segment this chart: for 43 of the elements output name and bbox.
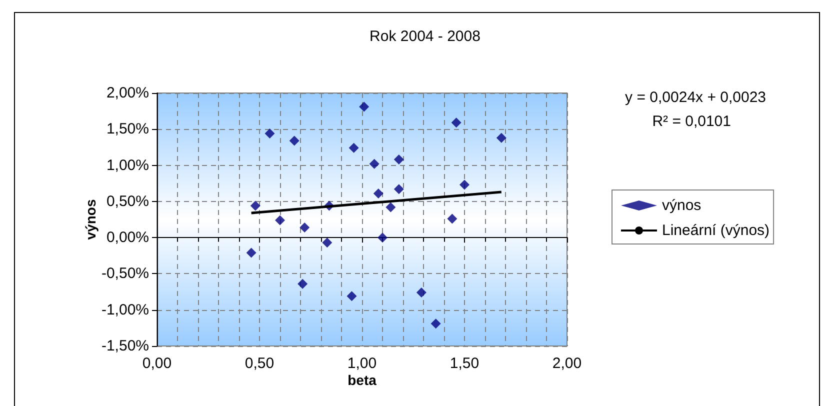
point (300, 222, 310, 232)
point (348, 142, 359, 153)
y-tick-label: -1,00% (101, 301, 149, 318)
point (289, 136, 300, 146)
point (264, 128, 275, 138)
point (250, 200, 260, 211)
point (378, 232, 388, 243)
y-tick-label: 2,00% (106, 84, 149, 102)
point (394, 184, 404, 194)
y-tick-label: -0,50% (101, 265, 149, 282)
point (246, 248, 256, 258)
point (346, 291, 357, 302)
point (416, 288, 426, 298)
y-tick-label: 1,50% (106, 120, 149, 138)
x-tick-label: 2,00 (552, 355, 582, 372)
x-tick-label: 1,50 (450, 355, 480, 372)
y-tick-label: -1,50% (101, 338, 149, 354)
x-tick-label: 0,50 (244, 355, 274, 372)
point (386, 202, 396, 212)
x-tick-label: 0,00 (142, 355, 172, 372)
point (275, 215, 285, 226)
chart-title: Rok 2004 - 2008 (370, 28, 480, 45)
point (298, 278, 308, 289)
y-tick-label: 0,00% (106, 229, 149, 246)
point (359, 102, 370, 112)
y-axis-title: výnos (82, 199, 99, 240)
point (373, 188, 384, 198)
point (394, 154, 404, 165)
y-tick-label: 0,50% (106, 192, 149, 210)
x-tick-label: 1,00 (347, 355, 377, 372)
point (496, 132, 506, 143)
legend-label: výnos (662, 197, 702, 214)
point (451, 118, 462, 128)
point (460, 180, 470, 190)
y-tick-label: 1,00% (106, 156, 149, 174)
text: R² = 0,0101 (652, 113, 732, 130)
point (430, 318, 441, 329)
x-axis-title: beta (348, 372, 377, 388)
point (369, 158, 380, 169)
point (322, 238, 332, 248)
text: y = 0,0024x + 0,0023 (625, 89, 766, 106)
legend-label: Lineární (výnos) (662, 222, 770, 239)
point (447, 214, 458, 224)
